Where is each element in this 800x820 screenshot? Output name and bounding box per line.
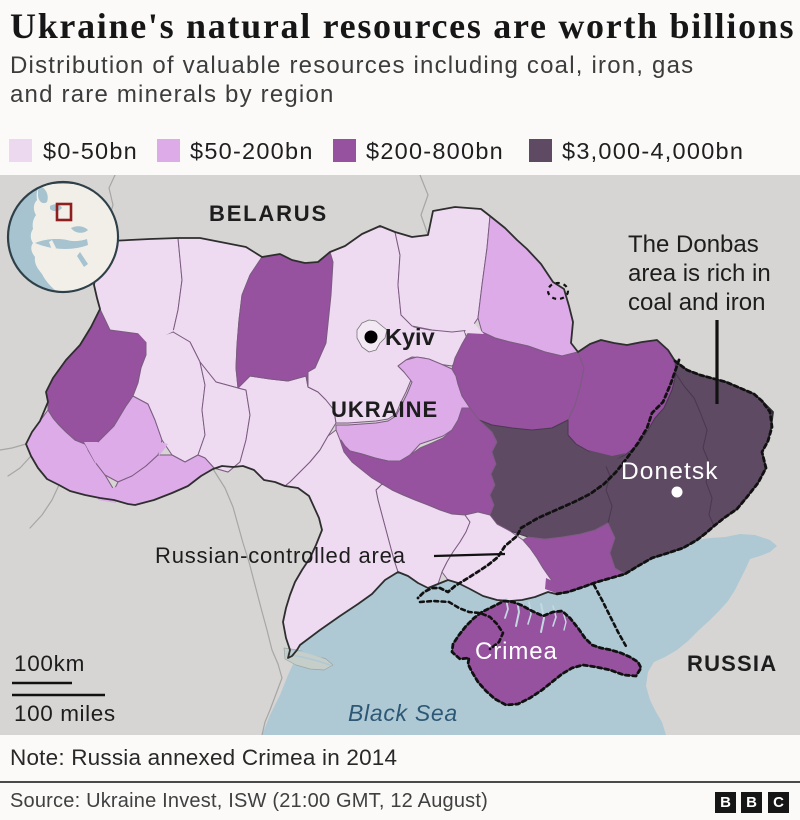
svg-text:Donetsk: Donetsk — [621, 458, 719, 485]
svg-text:area is rich in: area is rich in — [628, 260, 771, 287]
svg-text:100km: 100km — [14, 651, 85, 676]
svg-text:The Donbas: The Donbas — [628, 231, 759, 258]
svg-text:Black Sea: Black Sea — [348, 700, 458, 726]
svg-text:100 miles: 100 miles — [14, 701, 116, 726]
svg-text:coal and iron: coal and iron — [628, 289, 765, 316]
svg-text:Russian-controlled area: Russian-controlled area — [155, 543, 406, 568]
svg-text:Crimea: Crimea — [475, 638, 558, 665]
svg-text:RUSSIA: RUSSIA — [687, 651, 777, 676]
svg-text:BELARUS: BELARUS — [209, 201, 328, 226]
svg-text:UKRAINE: UKRAINE — [331, 397, 438, 422]
svg-text:Kyiv: Kyiv — [385, 324, 435, 350]
